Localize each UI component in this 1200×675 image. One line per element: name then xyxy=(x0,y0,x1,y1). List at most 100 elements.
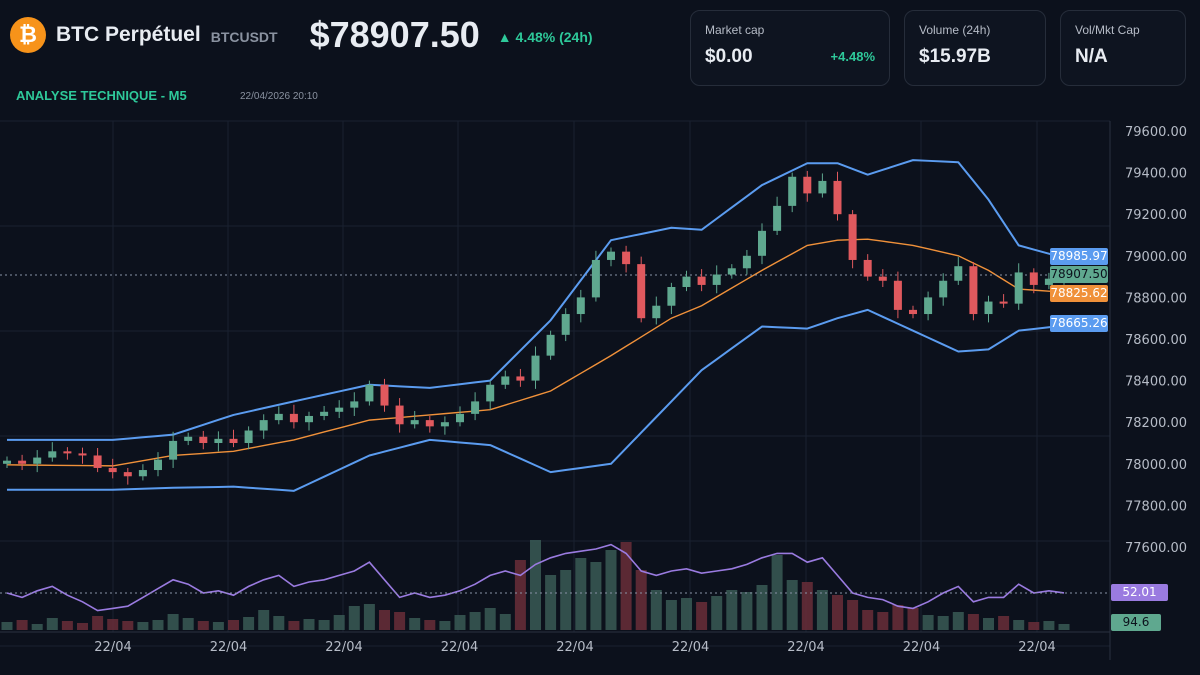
volume-bar xyxy=(937,616,949,630)
candle-body xyxy=(607,251,615,260)
volume-bar xyxy=(499,614,511,630)
candle-body xyxy=(909,309,917,315)
volume-bar xyxy=(394,612,406,630)
candle-body xyxy=(984,301,993,315)
volume-bar xyxy=(635,570,647,630)
candle-body xyxy=(501,376,510,385)
volume-bar xyxy=(620,542,632,630)
candle-body xyxy=(229,438,238,443)
candle-body xyxy=(440,422,449,427)
candle-body xyxy=(667,287,676,306)
candle-body xyxy=(123,472,132,477)
candle-body xyxy=(289,413,298,423)
volume-bar xyxy=(696,602,708,630)
volume-bar xyxy=(152,620,164,630)
candle-body xyxy=(727,268,736,275)
candle-body xyxy=(199,436,208,443)
candle-body xyxy=(78,453,87,456)
volume-bar xyxy=(711,596,723,630)
x-tick-label: 22/04 xyxy=(903,640,940,655)
candle-body xyxy=(697,276,706,285)
candle-body xyxy=(335,407,344,412)
asset-title: BTC Perpétuel xyxy=(56,23,201,46)
volume-bar xyxy=(1028,622,1040,630)
volume-bar xyxy=(877,612,889,630)
candle-body xyxy=(818,180,827,194)
candle-body xyxy=(999,301,1008,304)
candle-body xyxy=(214,438,223,443)
card-value: $0.00 xyxy=(705,46,753,67)
candle-body xyxy=(652,305,661,319)
candle-body xyxy=(954,266,963,281)
x-tick-label: 22/04 xyxy=(787,640,824,655)
candle-body xyxy=(33,457,42,464)
candle-body xyxy=(622,251,631,265)
volume-bar xyxy=(756,585,768,630)
volume-bar xyxy=(439,621,451,630)
candle-body xyxy=(1029,272,1038,285)
x-tick-label: 22/04 xyxy=(672,640,709,655)
candle-body xyxy=(259,420,268,431)
volume-bar xyxy=(258,610,270,630)
volume-bar xyxy=(530,540,541,630)
card-value: N/A xyxy=(1075,46,1108,67)
volume-bar xyxy=(786,580,798,630)
volume-bar xyxy=(379,610,390,630)
y-tick-label: 79400.00 xyxy=(1125,167,1187,182)
bitcoin-icon: ₿ xyxy=(10,17,46,53)
volume-bar xyxy=(454,615,466,630)
candle-body xyxy=(108,467,117,473)
volume-bar xyxy=(484,608,496,630)
volume-bar xyxy=(862,610,874,630)
current-price: $78907.50 xyxy=(309,14,480,55)
volume-bar xyxy=(907,608,919,630)
volume-bar xyxy=(1058,624,1070,630)
candle-body xyxy=(184,436,193,441)
candle-body xyxy=(516,376,525,381)
candle-body xyxy=(803,176,812,194)
volume-bar xyxy=(424,620,436,630)
header: ₿ BTC Perpétuel BTCUSDT $78907.50 ▲ 4.48… xyxy=(10,14,593,56)
volume-bar xyxy=(650,590,662,630)
volume-bar xyxy=(167,614,179,630)
volume-bar xyxy=(741,592,753,630)
volume-bar xyxy=(288,621,300,630)
volume-bar xyxy=(303,619,315,630)
volume-bar xyxy=(514,560,526,630)
x-tick-label: 22/04 xyxy=(94,640,131,655)
candle-body xyxy=(878,276,887,281)
candle-body xyxy=(773,205,782,231)
lower-band-tag: 78665.26 xyxy=(1050,315,1108,332)
card-label: Vol/Mkt Cap xyxy=(1075,23,1140,37)
volume-bar xyxy=(318,620,330,630)
rsi-line xyxy=(6,543,1065,612)
volume-bar xyxy=(212,622,224,630)
market-cap-card: Market cap $0.00 +4.48% xyxy=(690,10,890,86)
volume-bar xyxy=(16,620,28,630)
asset-symbol: BTCUSDT xyxy=(210,29,278,45)
candle-body xyxy=(18,460,27,464)
volume-bar xyxy=(363,604,375,630)
volume-bar xyxy=(409,618,421,630)
volume-bar xyxy=(922,615,934,630)
volume-bar xyxy=(92,616,104,630)
candle-body xyxy=(380,384,389,406)
volume-bar xyxy=(998,616,1010,630)
section-title: ANALYSE TECHNIQUE - M5 xyxy=(16,88,187,103)
volume-bar xyxy=(952,612,964,630)
candle-body xyxy=(561,314,570,335)
candle-body xyxy=(969,266,978,315)
volume-bar xyxy=(61,621,73,630)
volume-bar xyxy=(801,582,813,630)
volume-bar xyxy=(681,598,692,630)
candle-body xyxy=(863,259,872,277)
y-tick-label: 78200.00 xyxy=(1125,416,1187,431)
x-tick-label: 22/04 xyxy=(441,640,478,655)
volume-bar xyxy=(31,624,43,630)
volume-bar xyxy=(333,615,345,630)
volume-bar xyxy=(228,620,239,630)
y-tick-label: 78400.00 xyxy=(1125,375,1187,390)
card-label: Market cap xyxy=(705,23,765,37)
bollinger-upper-line xyxy=(7,159,1065,441)
